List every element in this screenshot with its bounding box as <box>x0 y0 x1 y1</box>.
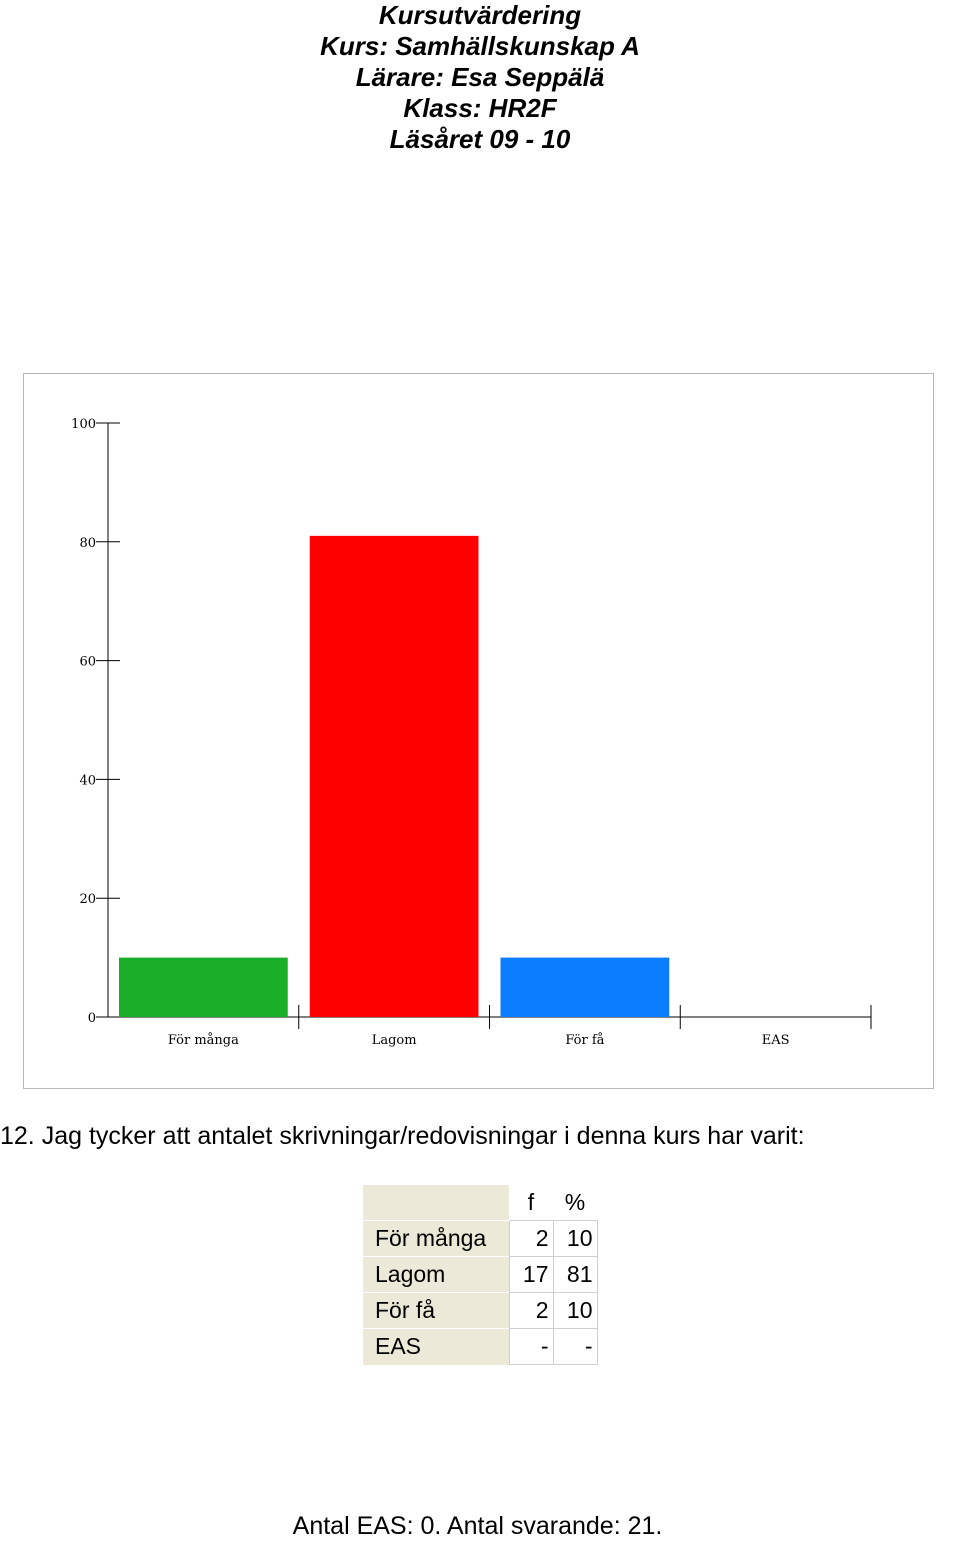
row-label: För få <box>363 1292 509 1329</box>
table-row: För få 2 10 <box>363 1292 598 1329</box>
y-tick-label: 100 <box>71 417 96 432</box>
bar <box>309 535 479 1017</box>
x-tick-label: Lagom <box>372 1033 417 1048</box>
row-frequency: 2 <box>508 1292 554 1329</box>
x-tick-label: För få <box>565 1032 604 1048</box>
column-header-f: f <box>527 1189 535 1215</box>
y-tick-label: 0 <box>88 1011 96 1026</box>
table-header-row: f % <box>363 1185 597 1221</box>
bar <box>500 957 670 1017</box>
row-label: Lagom <box>363 1256 509 1293</box>
question-text: 12. Jag tycker att antalet skrivningar/r… <box>0 1122 805 1150</box>
report-title: Kursutvärdering <box>378 0 582 30</box>
table-row: Lagom 17 81 <box>363 1256 598 1293</box>
school-year: Läsåret 09 - 10 <box>389 124 571 154</box>
x-tick-label: EAS <box>762 1033 790 1048</box>
table-corner <box>363 1185 509 1221</box>
y-tick-label: 60 <box>79 655 96 670</box>
x-tick-label: För många <box>168 1032 239 1048</box>
y-tick-label: 80 <box>79 536 96 551</box>
row-frequency: 2 <box>508 1220 554 1257</box>
row-frequency: - <box>508 1328 554 1365</box>
row-percent: 10 <box>552 1292 598 1329</box>
y-tick-label: 20 <box>79 892 96 907</box>
y-tick-label: 40 <box>79 773 96 788</box>
bar-chart: 0 20 40 60 80 100 För många Lagom För få EAS <box>71 417 872 1048</box>
table-row: EAS - - <box>363 1328 598 1365</box>
bar <box>119 957 288 1017</box>
summary-footer: Antal EAS: 0. Antal svarande: 21. <box>292 1512 663 1540</box>
table-row: För många 2 10 <box>363 1220 598 1257</box>
row-frequency: 17 <box>508 1256 554 1293</box>
course-name: Kurs: Samhällskunskap A <box>320 31 640 61</box>
class-name: Klass: HR2F <box>403 93 557 123</box>
row-percent: - <box>552 1328 598 1365</box>
row-label: EAS <box>363 1328 509 1365</box>
row-percent: 81 <box>552 1256 598 1293</box>
frequency-table: f % För många 2 10 Lagom 17 81 För få 2 … <box>363 1185 598 1365</box>
teacher-name: Lärare: Esa Seppälä <box>355 62 605 92</box>
column-header-percent: % <box>564 1189 586 1215</box>
row-label: För många <box>363 1220 509 1257</box>
row-percent: 10 <box>552 1220 598 1257</box>
page-header: Kursutvärdering Kurs: Samhällskunskap A … <box>0 0 960 155</box>
